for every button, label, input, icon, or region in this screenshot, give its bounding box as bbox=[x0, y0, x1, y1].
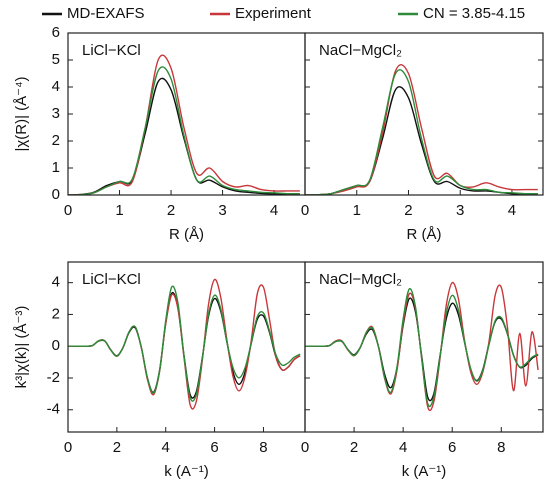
x-tick-label: 4 bbox=[270, 202, 278, 219]
y-tick-label: -2 bbox=[47, 369, 60, 386]
plot-frame bbox=[304, 32, 544, 196]
x-tick-label: 0 bbox=[301, 439, 309, 456]
y-axis-label: k³|χ(k)| (Å⁻³) bbox=[13, 306, 30, 389]
series-line bbox=[68, 278, 301, 410]
y-tick-label: 4 bbox=[52, 274, 60, 291]
x-axis-label: R (Å) bbox=[407, 226, 442, 243]
x-tick-label: 1 bbox=[115, 202, 123, 219]
panel-title: NaCl−MgCl₂ bbox=[319, 271, 402, 288]
x-tick-label: 8 bbox=[497, 439, 505, 456]
x-tick-label: 3 bbox=[456, 202, 464, 219]
y-tick-label: 2 bbox=[52, 305, 60, 322]
x-tick-label: 0 bbox=[64, 439, 72, 456]
y-tick-label: -4 bbox=[47, 401, 60, 418]
x-tick-label: 4 bbox=[399, 439, 407, 456]
y-tick-label: 4 bbox=[52, 78, 60, 95]
y-tick-label: 2 bbox=[52, 132, 60, 149]
x-tick-label: 3 bbox=[218, 202, 226, 219]
legend-label: CN = 3.85-4.15 bbox=[423, 5, 525, 22]
y-tick-label: 3 bbox=[52, 105, 60, 122]
y-axis-label: |χ(R)| (Å⁻⁴) bbox=[13, 76, 30, 151]
legend-label: Experiment bbox=[235, 5, 312, 22]
x-tick-label: 6 bbox=[448, 439, 456, 456]
y-tick-label: 0 bbox=[52, 186, 60, 203]
x-axis-label: k (A⁻¹) bbox=[402, 463, 447, 480]
series-line bbox=[68, 291, 301, 399]
series-line bbox=[305, 297, 539, 402]
x-tick-label: 2 bbox=[167, 202, 175, 219]
x-tick-label: 6 bbox=[210, 439, 218, 456]
x-tick-label: 1 bbox=[353, 202, 361, 219]
series-line bbox=[305, 69, 538, 195]
x-tick-label: 0 bbox=[64, 202, 72, 219]
series-line bbox=[305, 287, 539, 408]
plot-frame bbox=[304, 261, 544, 433]
y-tick-label: 1 bbox=[52, 159, 60, 176]
x-axis-label: R (Å) bbox=[169, 226, 204, 243]
y-tick-label: 0 bbox=[52, 337, 60, 354]
series-line bbox=[68, 285, 301, 402]
x-tick-label: 2 bbox=[350, 439, 358, 456]
panel-title: LiCl−KCl bbox=[82, 42, 141, 59]
x-tick-label: 4 bbox=[162, 439, 170, 456]
y-tick-label: 6 bbox=[52, 24, 60, 41]
x-axis-label: k (A⁻¹) bbox=[164, 463, 209, 480]
series-line bbox=[305, 64, 538, 195]
panel-title: NaCl−MgCl₂ bbox=[319, 42, 402, 59]
x-tick-label: 2 bbox=[404, 202, 412, 219]
series-line bbox=[68, 54, 300, 195]
series-line bbox=[305, 281, 539, 412]
x-tick-label: 0 bbox=[301, 202, 309, 219]
x-tick-label: 8 bbox=[259, 439, 267, 456]
panel-title: LiCl−KCl bbox=[82, 271, 141, 288]
y-tick-label: 5 bbox=[52, 51, 60, 68]
series-line bbox=[68, 66, 300, 195]
x-tick-label: 2 bbox=[113, 439, 121, 456]
legend-label: MD-EXAFS bbox=[67, 5, 145, 22]
x-tick-label: 4 bbox=[508, 202, 516, 219]
